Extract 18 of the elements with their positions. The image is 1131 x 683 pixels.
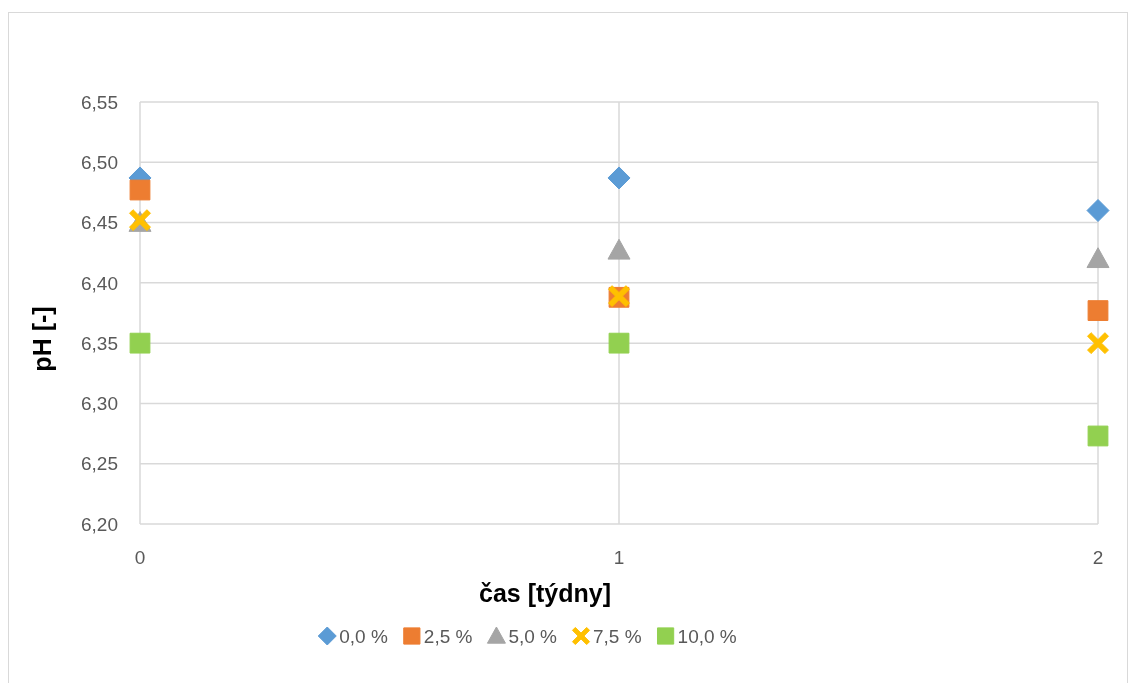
legend-label: 0,0 % <box>339 625 388 647</box>
x-tick-label: 1 <box>613 546 625 568</box>
y-tick-label: 6,45 <box>81 212 118 234</box>
y-axis-title: pH [-] <box>27 306 56 372</box>
y-tick-label: 6,35 <box>81 332 118 354</box>
legend-label: 10,0 % <box>677 625 737 647</box>
y-tick-label: 6,50 <box>81 151 118 173</box>
legend-label: 2,5 % <box>423 625 473 647</box>
x-axis-title: čas [týdny] <box>479 578 611 607</box>
legend-label: 5,0 % <box>508 625 558 647</box>
x-tick-label: 0 <box>134 546 146 568</box>
y-tick-label: 6,40 <box>81 272 118 294</box>
y-tick-label: 6,55 <box>81 91 118 113</box>
y-tick-label: 6,20 <box>81 513 118 535</box>
x-tick-label: 2 <box>1092 546 1104 568</box>
y-tick-label: 6,25 <box>81 453 118 475</box>
y-tick-label: 6,30 <box>81 393 118 415</box>
legend-label: 7,5 % <box>593 625 642 647</box>
